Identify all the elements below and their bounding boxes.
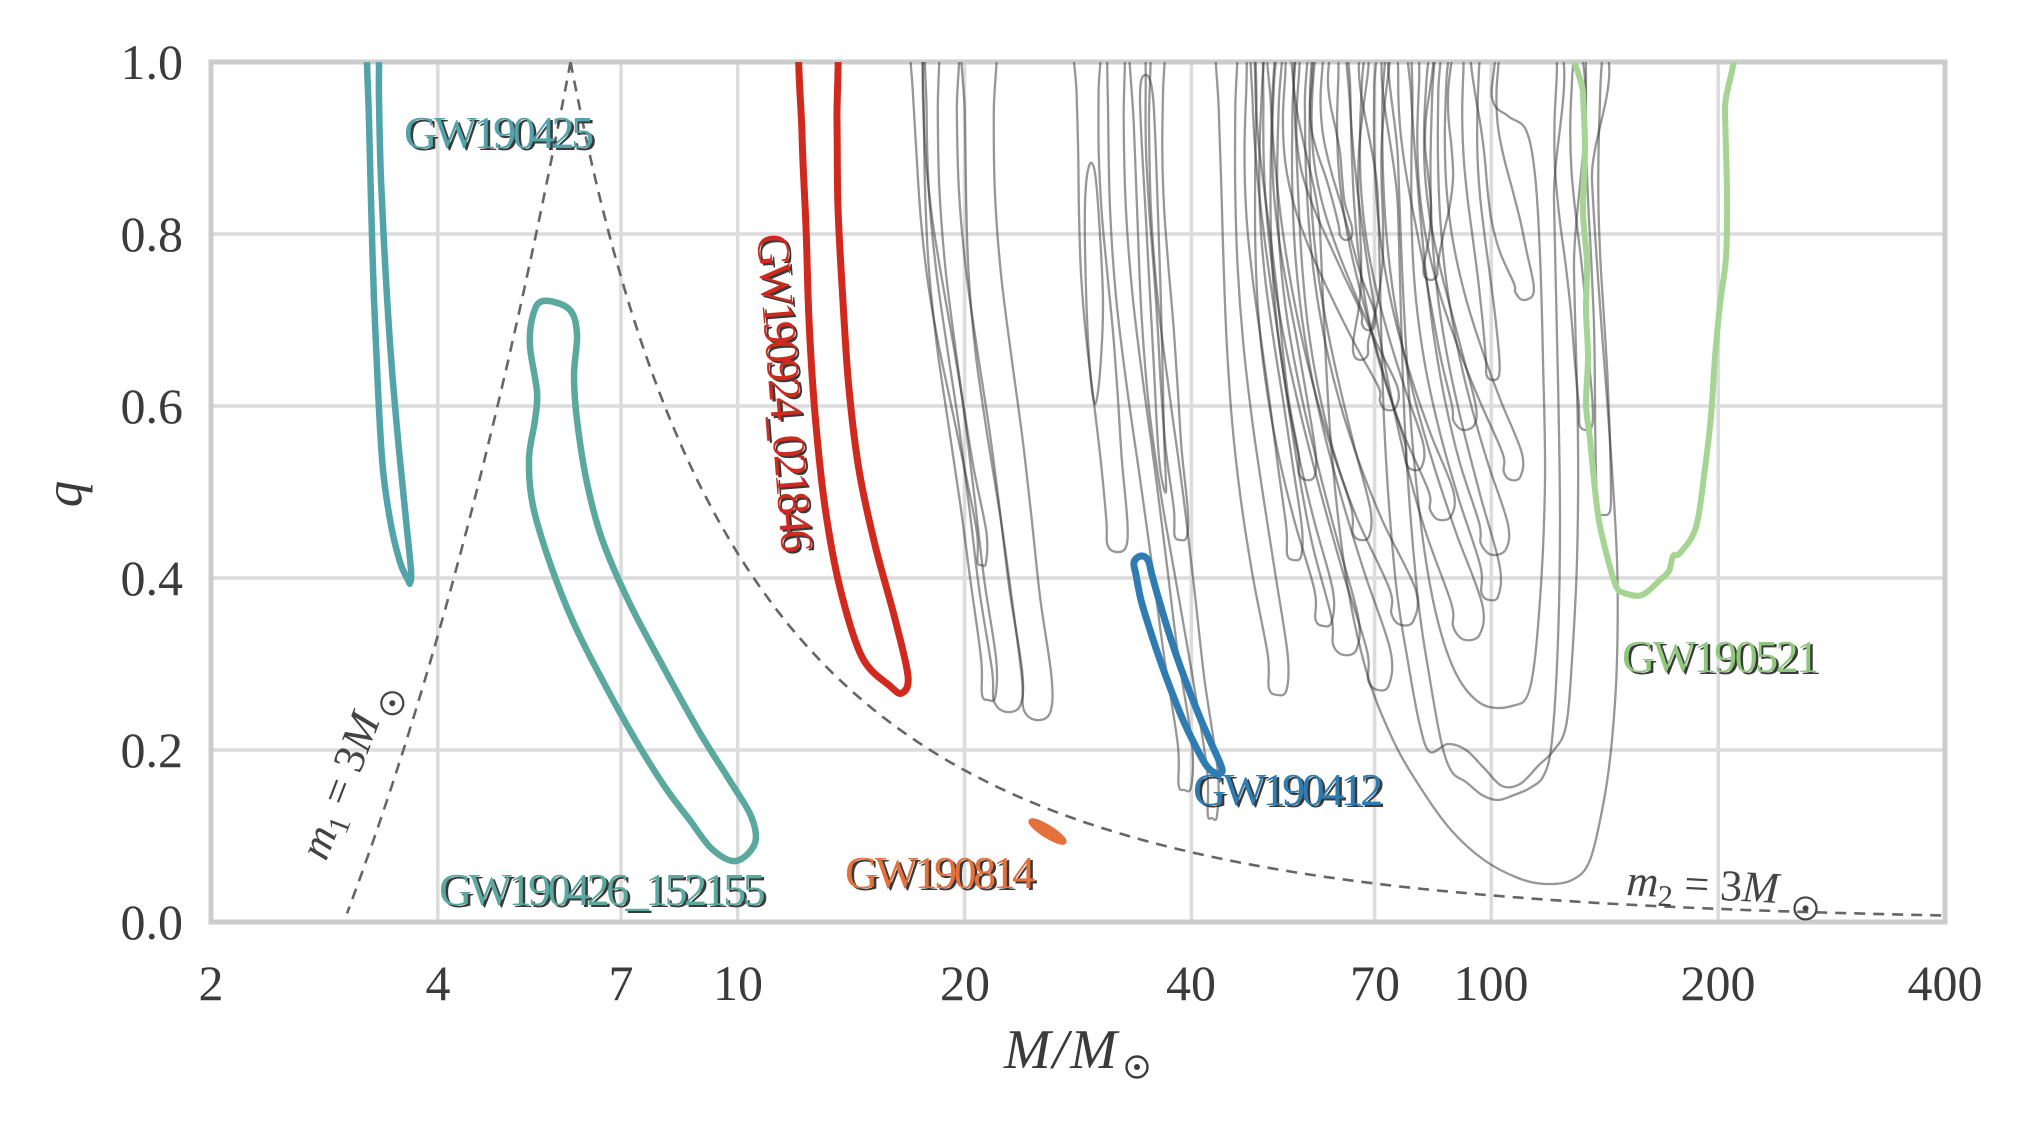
svg-text:GW190814: GW190814 — [848, 849, 1038, 900]
svg-text:0.6: 0.6 — [121, 378, 184, 434]
svg-text:GW190521: GW190521 — [1625, 633, 1820, 684]
svg-text:40: 40 — [1166, 955, 1216, 1011]
svg-text:0.8: 0.8 — [121, 206, 184, 262]
svg-text:70: 70 — [1350, 955, 1400, 1011]
svg-text:m2 = 3M: m2 = 3M — [1625, 856, 1782, 919]
svg-text:2: 2 — [199, 955, 224, 1011]
svg-text:0.0: 0.0 — [121, 894, 184, 950]
svg-text:GW190425: GW190425 — [407, 109, 596, 160]
svg-text:100: 100 — [1454, 955, 1529, 1011]
svg-text:GW190426_152155: GW190426_152155 — [442, 866, 768, 917]
svg-text:400: 400 — [1908, 955, 1983, 1011]
svg-text:GW190814: GW190814 — [845, 847, 1035, 898]
svg-text:200: 200 — [1681, 955, 1756, 1011]
svg-text:4: 4 — [426, 955, 451, 1011]
svg-text:GW190521: GW190521 — [1622, 631, 1817, 682]
svg-text:GW190425: GW190425 — [404, 107, 593, 158]
svg-text:0.4: 0.4 — [121, 550, 184, 606]
svg-text:GW190412: GW190412 — [1196, 766, 1384, 817]
svg-text:7: 7 — [609, 955, 634, 1011]
svg-text:10: 10 — [713, 955, 763, 1011]
svg-text:GW190426_152155: GW190426_152155 — [439, 864, 765, 915]
svg-text:1.0: 1.0 — [121, 34, 184, 90]
svg-text:M/M: M/M — [1003, 1019, 1120, 1081]
svg-text:GW190412: GW190412 — [1193, 764, 1381, 815]
svg-text:q: q — [35, 481, 93, 508]
svg-text:20: 20 — [940, 955, 990, 1011]
svg-text:0.2: 0.2 — [121, 722, 184, 778]
